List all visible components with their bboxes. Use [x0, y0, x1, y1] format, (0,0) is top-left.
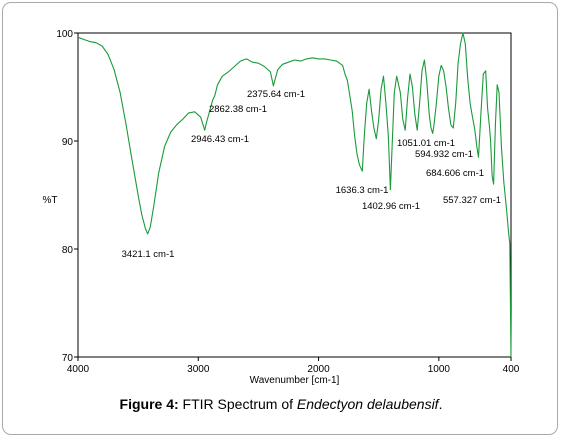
y-tick-label: 90 — [62, 137, 74, 148]
chart-axes — [77, 32, 512, 358]
y-tick-label: 100 — [56, 29, 73, 40]
caption-end: . — [438, 396, 443, 412]
x-tick-label: 4000 — [67, 364, 90, 375]
peak-label: 684.606 cm-1 — [426, 168, 484, 179]
y-axis-label: %T — [43, 195, 58, 206]
peak-label: 3421.1 cm-1 — [122, 249, 175, 260]
x-axis-label: Wavenumber [cm-1] — [250, 375, 340, 386]
peak-label: 2946.43 cm-1 — [191, 134, 249, 145]
x-tick-label: 2000 — [307, 364, 330, 375]
ftir-chart: 4000 3000 2000 1000 400 100 90 80 70 %T Wavenumb… — [43, 29, 520, 386]
figure-frame — [2, 2, 558, 435]
peak-label: 1636.3 cm-1 — [336, 185, 389, 196]
peak-label: 1402.96 cm-1 — [362, 201, 420, 212]
chart-ticks: 4000 3000 2000 1000 400 100 90 80 70 — [56, 29, 519, 375]
spectrum-series — [77, 32, 512, 358]
x-tick-label: 3000 — [187, 364, 210, 375]
figure-caption: Figure 4: FTIR Spectrum of Endectyon del… — [0, 396, 562, 412]
y-tick-label: 80 — [62, 245, 74, 256]
caption-label: Figure 4: — [119, 396, 179, 412]
peak-label: 1051.01 cm-1 — [397, 138, 455, 149]
y-tick-label: 70 — [62, 353, 74, 364]
peak-annotations: 3421.1 cm-1 2946.43 cm-1 2862.38 cm-1 2375.… — [122, 89, 501, 260]
spectrum-line — [77, 32, 512, 358]
peak-label: 2375.64 cm-1 — [247, 89, 305, 100]
peak-label: 594.932 cm-1 — [415, 149, 473, 160]
plot-area-box — [77, 32, 512, 358]
peak-label: 2862.38 cm-1 — [209, 104, 267, 115]
x-tick-label: 1000 — [428, 364, 451, 375]
caption-text: FTIR Spectrum of — [178, 396, 297, 412]
caption-species: Endectyon delaubensif — [296, 396, 439, 412]
peak-label: 557.327 cm-1 — [443, 195, 501, 206]
x-tick-label: 400 — [503, 364, 520, 375]
